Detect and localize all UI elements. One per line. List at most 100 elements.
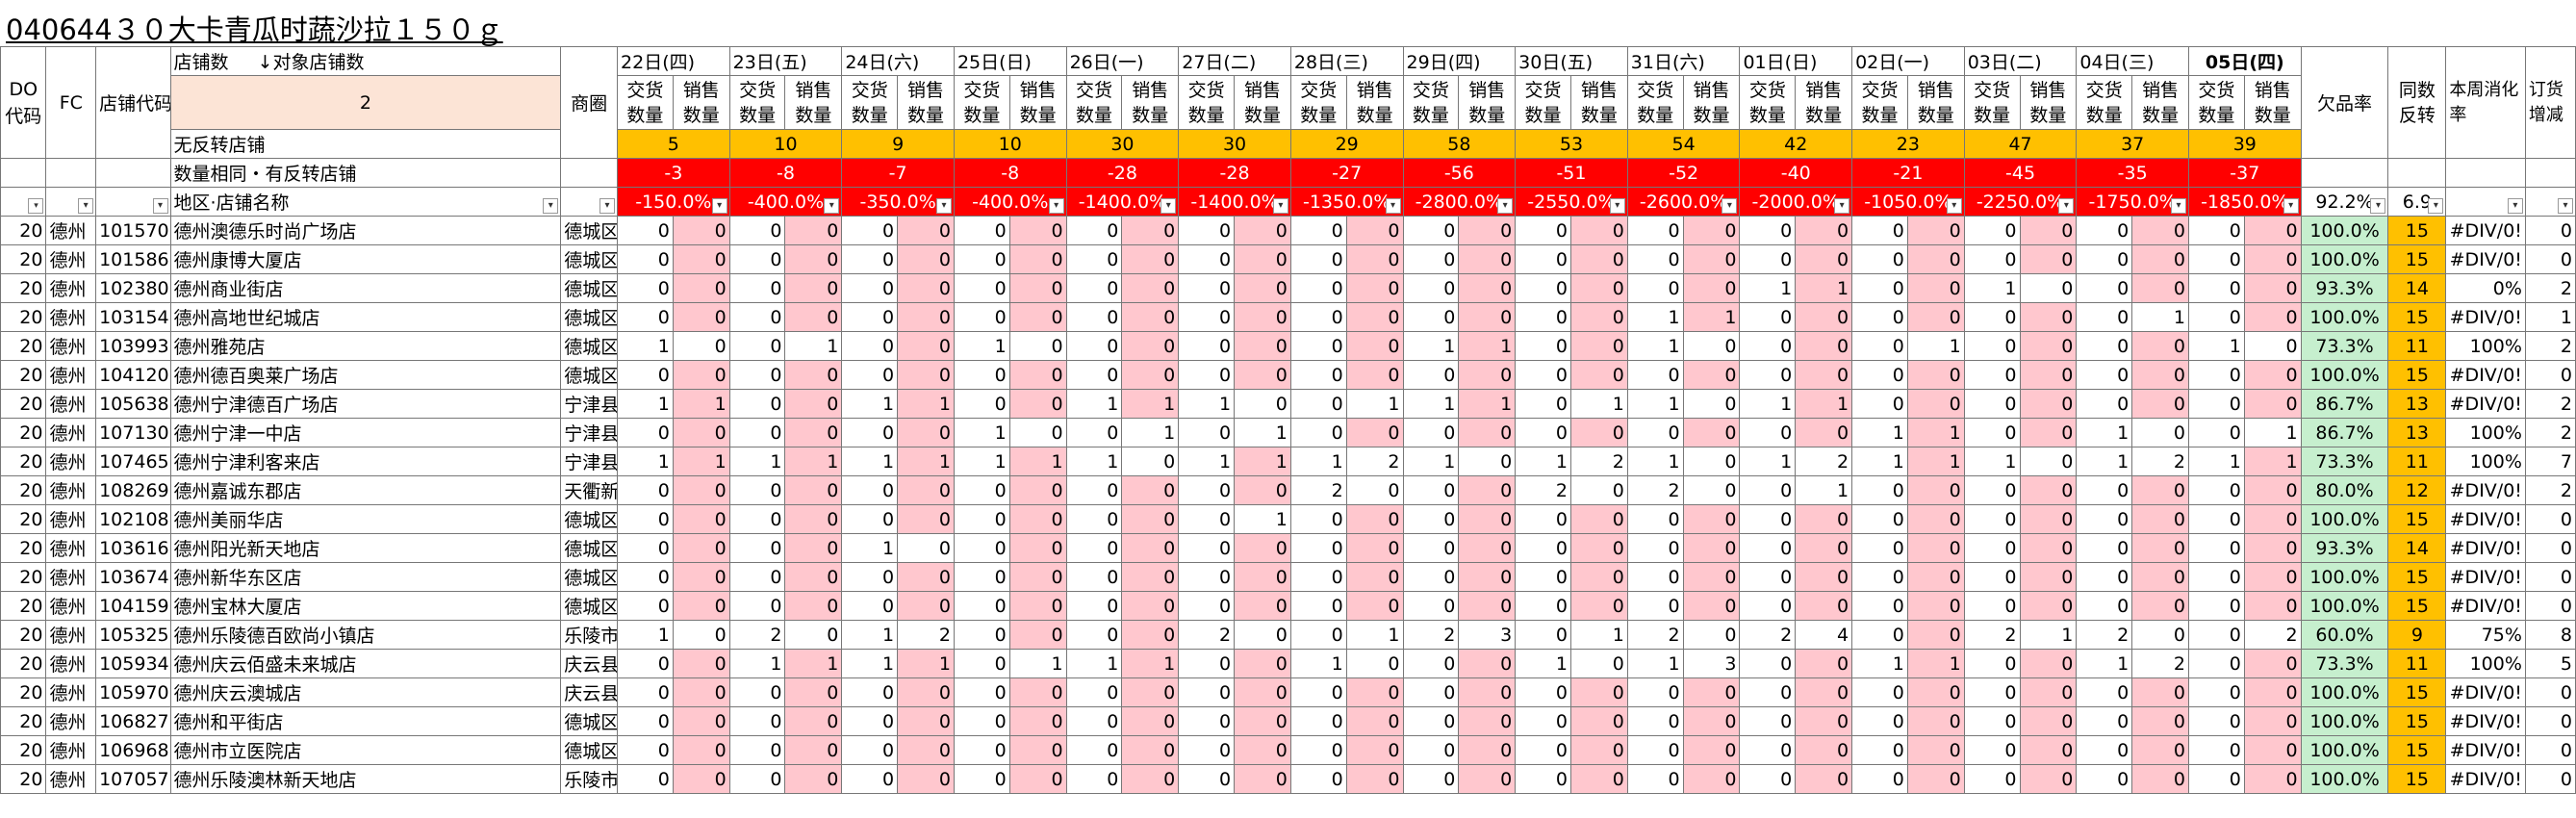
sales-cell: 1: [1121, 649, 1180, 678]
filter-dropdown-icon[interactable]: ▾: [1834, 198, 1850, 214]
filter-dropdown-icon[interactable]: ▾: [1048, 198, 1064, 214]
filter-dropdown-icon[interactable]: ▾: [2558, 198, 2573, 214]
day-header: 27日(二): [1178, 46, 1291, 76]
do-code-cell: 20: [0, 533, 47, 563]
sales-cell: 0: [1569, 591, 1628, 621]
delivery-cell: 0: [2188, 677, 2245, 707]
sales-cell: 0: [1008, 302, 1067, 332]
delivery-cell: 1: [1963, 447, 2021, 476]
sort-icon[interactable]: ↓: [251, 52, 273, 73]
fc-cell: 德州: [45, 418, 97, 447]
filter-dropdown-icon[interactable]: ▾: [2171, 198, 2186, 214]
filter-dropdown-icon[interactable]: ▾: [1722, 198, 1738, 214]
delivery-cell: 0: [1178, 735, 1236, 765]
sales-cell: 0: [2019, 735, 2078, 765]
fc-cell: 德州: [45, 706, 97, 736]
filter-dropdown-icon[interactable]: ▾: [1272, 198, 1288, 214]
no-reverse-count: 30: [1178, 129, 1291, 159]
sales-cell: 0: [1234, 735, 1291, 765]
delivery-cell: 0: [1851, 504, 1908, 534]
sales-cell: 0: [2243, 389, 2302, 419]
delivery-cell: 0: [1178, 273, 1236, 303]
sales-cell: 1: [1234, 447, 1291, 476]
sales-cell: 0: [1345, 331, 1404, 361]
sales-cell: 0: [897, 216, 955, 245]
filter-dropdown-icon[interactable]: ▾: [599, 198, 616, 214]
header-store-code: 店铺代码: [95, 46, 171, 159]
filter-dropdown-icon[interactable]: ▾: [28, 198, 44, 214]
sales-cell: 1: [1008, 649, 1067, 678]
sales-cell: 0: [897, 244, 955, 274]
sales-cell: 0: [2243, 216, 2302, 245]
shortage-rate-cell: 100.0%: [2300, 591, 2389, 621]
do-code-cell: 20: [0, 244, 47, 274]
day-header: 26日(一): [1065, 46, 1180, 76]
delivery-cell: 0: [1515, 620, 1571, 650]
filter-dropdown-icon[interactable]: ▾: [1385, 198, 1401, 214]
delivery-cell: 1: [2188, 331, 2245, 361]
area-cell: 德城区: [560, 244, 619, 274]
same-qty-count: -45: [1963, 158, 2078, 188]
delivery-cell: 0: [1739, 764, 1797, 794]
delivery-cell: 0: [1289, 677, 1347, 707]
filter-dropdown-icon[interactable]: ▾: [1497, 198, 1514, 214]
store-code-cell: 104159: [95, 591, 171, 621]
sales-cell: 0: [1569, 504, 1628, 534]
table-row: 20 德州 104120 德州德百奥莱广场店 德城区 0 0 0 0 0 0 0 0 0 0 0 0 0 0 0 0 0 0…: [0, 360, 2576, 390]
filter-dropdown-icon[interactable]: ▾: [1946, 198, 1962, 214]
filter-order: ▾: [2524, 187, 2576, 217]
sales-cell: 0: [2019, 475, 2078, 505]
sales-cell: 0: [1234, 360, 1291, 390]
filter-dropdown-icon[interactable]: ▾: [152, 198, 168, 214]
delivery-cell: 0: [728, 216, 786, 245]
filter-dropdown-icon[interactable]: ▾: [2370, 198, 2386, 214]
delivery-cell: 0: [1065, 331, 1123, 361]
sales-cell: 0: [2019, 389, 2078, 419]
sales-cell: 1: [784, 447, 843, 476]
sales-cell: 0: [1008, 591, 1067, 621]
order-change-cell: 0: [2524, 533, 2576, 563]
day-header: 04日(三): [2076, 46, 2189, 76]
area-cell: 德城区: [560, 504, 619, 534]
filter-dropdown-icon[interactable]: ▾: [543, 198, 559, 214]
sales-cell: 0: [672, 620, 730, 650]
filter-dropdown-icon[interactable]: ▾: [1609, 198, 1625, 214]
filter-dropdown-icon[interactable]: ▾: [2428, 198, 2444, 214]
sales-cell: 0: [672, 302, 730, 332]
sales-cell: 0: [1795, 706, 1853, 736]
delivery-cell: 0: [1626, 216, 1684, 245]
do-code-cell: 20: [0, 591, 47, 621]
filter-dropdown-icon[interactable]: ▾: [2507, 198, 2523, 214]
delivery-cell: 0: [2188, 302, 2245, 332]
sales-cell: 1: [1795, 273, 1853, 303]
weekly-rate-cell: #DIV/0!: [2445, 475, 2526, 505]
filter-dropdown-icon[interactable]: ▾: [711, 198, 727, 214]
filter-dropdown-icon[interactable]: ▾: [824, 198, 840, 214]
sales-cell: 0: [784, 735, 843, 765]
do-code-cell: 20: [0, 360, 47, 390]
delivery-cell: 0: [841, 706, 899, 736]
header-delivery-qty: 交货数量: [841, 75, 899, 130]
delivery-cell: 0: [2188, 418, 2245, 447]
sales-cell: 0: [2019, 677, 2078, 707]
header-sales-qty: 销售数量: [1569, 75, 1628, 130]
filter-dropdown-icon[interactable]: ▾: [935, 198, 952, 214]
delivery-cell: 1: [953, 331, 1010, 361]
sales-cell: 0: [672, 475, 730, 505]
store-name-cell: 德州宁津德百广场店: [169, 389, 562, 419]
area-cell: 德城区: [560, 706, 619, 736]
delivery-cell: 0: [1289, 244, 1347, 274]
filter-dropdown-icon[interactable]: ▾: [2058, 198, 2075, 214]
do-code-cell: 20: [0, 562, 47, 592]
sales-cell: 0: [1795, 677, 1853, 707]
delivery-cell: 0: [2076, 273, 2133, 303]
filter-dropdown-icon[interactable]: ▾: [78, 198, 94, 214]
sales-cell: 0: [1682, 735, 1741, 765]
filter-dropdown-icon[interactable]: ▾: [2283, 198, 2299, 214]
day-header: 23日(五): [728, 46, 843, 76]
target-store-label: 对象店铺数: [272, 52, 365, 73]
weekly-rate-cell: #DIV/0!: [2445, 244, 2526, 274]
filter-dropdown-icon[interactable]: ▾: [1160, 198, 1177, 214]
sales-cell: 0: [1569, 706, 1628, 736]
no-reverse-count: 23: [1851, 129, 1965, 159]
